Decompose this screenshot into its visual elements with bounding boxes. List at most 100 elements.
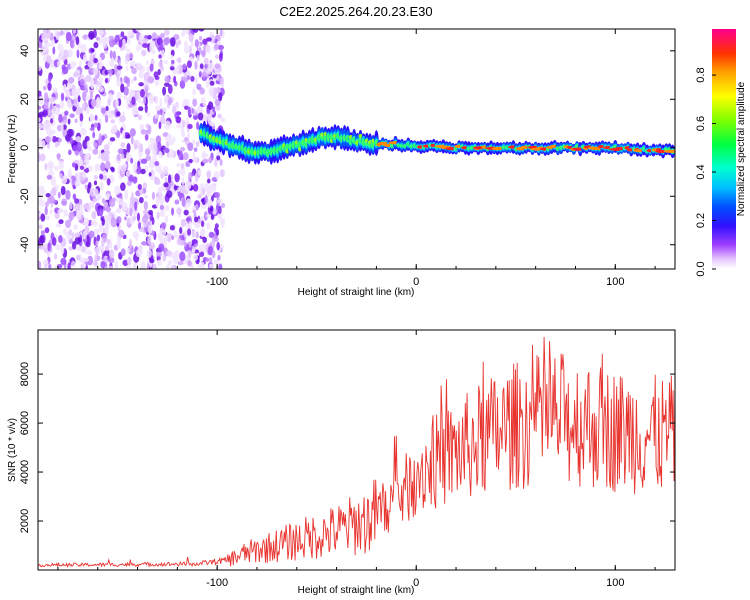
noise-blob bbox=[135, 190, 141, 197]
noise-blob bbox=[220, 203, 226, 208]
noise-blob bbox=[217, 113, 222, 119]
noise-blob bbox=[95, 240, 99, 247]
noise-blob bbox=[147, 235, 152, 245]
noise-blob bbox=[157, 259, 163, 267]
noise-blob bbox=[68, 229, 73, 236]
noise-blob bbox=[65, 90, 71, 98]
noise-blob bbox=[64, 110, 69, 116]
noise-blob bbox=[154, 180, 161, 185]
noise-blob bbox=[148, 159, 155, 169]
noise-blob bbox=[158, 54, 162, 59]
noise-blob bbox=[201, 113, 208, 124]
noise-blob bbox=[152, 263, 157, 269]
noise-blob bbox=[186, 75, 191, 81]
noise-blob bbox=[201, 71, 207, 78]
noise-blob bbox=[213, 43, 219, 51]
snr-y-tick-label: 6000 bbox=[19, 411, 31, 435]
noise-blob bbox=[208, 157, 213, 164]
noise-blob bbox=[180, 166, 186, 177]
noise-blob bbox=[165, 250, 172, 257]
noise-blob bbox=[164, 82, 170, 87]
noise-blob bbox=[85, 95, 92, 101]
noise-blob bbox=[167, 174, 172, 184]
noise-blob bbox=[71, 162, 76, 168]
noise-blob bbox=[124, 45, 128, 51]
noise-blob bbox=[199, 63, 204, 70]
noise-blob bbox=[217, 44, 225, 51]
noise-blob bbox=[45, 193, 51, 198]
noise-blob bbox=[71, 240, 77, 250]
noise-blob bbox=[38, 95, 44, 105]
noise-blob bbox=[38, 117, 41, 123]
noise-blob bbox=[57, 137, 63, 143]
noise-blob bbox=[70, 61, 76, 69]
noise-blob bbox=[191, 108, 195, 114]
noise-blob bbox=[66, 81, 72, 89]
noise-blob bbox=[133, 76, 137, 81]
noise-blob bbox=[192, 156, 198, 163]
noise-blob bbox=[58, 234, 63, 244]
noise-blob bbox=[74, 179, 81, 188]
noise-blob bbox=[130, 157, 134, 164]
noise-blob bbox=[192, 88, 196, 96]
noise-blob bbox=[57, 191, 61, 199]
noise-blob bbox=[159, 33, 165, 39]
noise-blob bbox=[95, 84, 99, 91]
noise-blob bbox=[194, 75, 198, 86]
noise-blob bbox=[156, 110, 162, 115]
noise-blob bbox=[137, 114, 143, 121]
noise-blob bbox=[57, 209, 63, 214]
noise-blob bbox=[177, 187, 181, 193]
noise-blob bbox=[202, 256, 208, 262]
noise-blob bbox=[63, 209, 69, 217]
noise-blob bbox=[214, 87, 221, 94]
noise-blob bbox=[77, 95, 81, 103]
noise-blob bbox=[167, 237, 172, 243]
noise-blob bbox=[44, 215, 51, 221]
noise-blob bbox=[194, 60, 198, 70]
noise-blob bbox=[64, 219, 72, 229]
noise-blob bbox=[74, 203, 81, 213]
noise-blob bbox=[114, 185, 121, 195]
noise-blob bbox=[93, 228, 100, 235]
noise-blob bbox=[124, 216, 127, 221]
noise-blob bbox=[184, 105, 189, 110]
noise-blob bbox=[42, 259, 49, 265]
noise-blob bbox=[111, 125, 118, 134]
noise-blob bbox=[130, 90, 136, 96]
noise-blob bbox=[60, 185, 66, 196]
noise-blob bbox=[131, 67, 137, 75]
noise-blob bbox=[155, 197, 160, 208]
noise-blob bbox=[174, 173, 180, 183]
noise-blob bbox=[67, 118, 71, 125]
noise-blob bbox=[130, 135, 134, 145]
noise-blob bbox=[109, 50, 113, 59]
noise-blob bbox=[112, 197, 116, 202]
noise-blob bbox=[213, 259, 220, 265]
noise-blob bbox=[39, 45, 46, 55]
noise-blob bbox=[216, 74, 220, 82]
noise-blob bbox=[204, 194, 208, 204]
noise-blob bbox=[208, 263, 214, 269]
colorbar-tick-label: 0.6 bbox=[695, 116, 707, 131]
noise-blob bbox=[115, 111, 121, 117]
snr-frame bbox=[37, 329, 676, 571]
noise-blob bbox=[162, 253, 167, 262]
noise-blob bbox=[127, 180, 132, 186]
noise-blob bbox=[193, 254, 198, 261]
noise-blob bbox=[148, 209, 153, 216]
noise-blob bbox=[138, 82, 144, 87]
noise-blob bbox=[120, 166, 126, 175]
noise-blob bbox=[140, 158, 148, 164]
noise-blob bbox=[75, 109, 82, 116]
noise-blob bbox=[136, 62, 142, 69]
noise-blob bbox=[205, 79, 210, 88]
noise-blob bbox=[142, 182, 147, 190]
noise-blob bbox=[156, 251, 163, 257]
noise-blob bbox=[116, 131, 121, 139]
noise-blob bbox=[132, 263, 137, 269]
noise-blob bbox=[54, 142, 59, 148]
noise-blob bbox=[55, 243, 61, 251]
colorbar-tick-label: 0.0 bbox=[695, 261, 707, 276]
noise-blob bbox=[110, 119, 116, 124]
